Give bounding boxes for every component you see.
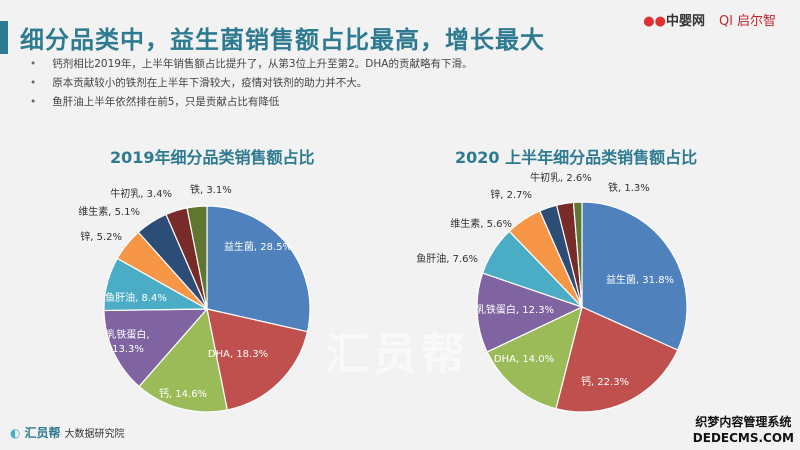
data-label: 锌, 5.2% <box>80 230 122 243</box>
zhongying-logo: ●●中婴网 <box>643 14 705 29</box>
data-label: 鱼肝油, 8.4% <box>105 291 167 304</box>
pie-slice-铁 <box>572 201 583 308</box>
chart-title-2020: 2020 上半年细分品类销售额占比 <box>455 148 698 167</box>
pie-slice-乳铁蛋白 <box>476 272 584 353</box>
data-label: 乳铁蛋白, 13.3% <box>106 328 149 355</box>
data-label: DHA, 18.3% <box>208 349 268 360</box>
bullet-item: 原本贡献较小的铁剂在上半年下滑较大，疫情对铁剂的助力并不大。 <box>30 74 472 93</box>
data-label: 维生素, 5.6% <box>450 217 512 230</box>
data-label: 维生素, 5.1% <box>78 205 140 218</box>
data-label: 锌, 2.7% <box>490 188 532 201</box>
pie-slice-DHA <box>486 305 583 410</box>
watermark: 汇员帮 <box>325 329 469 380</box>
wm-line1: 织梦内容管理系统 <box>695 415 792 429</box>
data-label: 钙, 22.3% <box>581 375 629 388</box>
data-label: 益生菌, 28.5% <box>224 240 292 253</box>
data-label: 铁, 1.3% <box>608 181 650 194</box>
pie-slice-铁 <box>186 205 208 310</box>
page-title: 细分品类中，益生菌销售额占比最高，增长最大 <box>20 26 545 54</box>
pie-slice-钙 <box>138 307 228 413</box>
data-label: 牛初乳, 3.4% <box>110 187 172 200</box>
bullet-item: 鱼肝油上半年依然排在前5，只是贡献占比有降低 <box>30 93 472 112</box>
chart-title-2019: 2019年细分品类销售额占比 <box>110 148 315 167</box>
pie-slice-乳铁蛋白 <box>103 308 209 388</box>
pie-slice-益生菌 <box>581 201 688 351</box>
footer-brand: ◐ 汇员帮 大数据研究院 <box>10 424 125 441</box>
data-label: DHA, 14.0% <box>494 354 554 365</box>
data-label: 钙, 14.6% <box>159 387 207 400</box>
data-label: 鱼肝油, 7.6% <box>416 252 478 265</box>
data-label: 益生菌, 31.8% <box>606 273 674 286</box>
partner-logos: ●●中婴网 Ql 启尔智 <box>643 10 776 29</box>
data-label: 牛初乳, 2.6% <box>530 171 592 184</box>
bullet-item: 钙剂相比2019年，上半年销售额占比提升了，从第3位上升至第2。DHA的贡献略有… <box>30 55 472 74</box>
brand-logo-icon: ◐ <box>10 425 21 440</box>
title-accent-bar <box>0 21 8 54</box>
qierzhi-logo: Ql 启尔智 <box>719 14 776 29</box>
wm-line2: DEDECMS.COM <box>692 431 794 445</box>
bullet-list: 钙剂相比2019年，上半年销售额占比提升了，从第3位上升至第2。DHA的贡献略有… <box>30 55 472 112</box>
dedecms-watermark: 织梦内容管理系统 DEDECMS.COM <box>693 414 794 446</box>
data-label: 乳铁蛋白, 12.3% <box>476 303 554 316</box>
pie-slice-DHA <box>206 308 309 411</box>
brand-name: 汇员帮 <box>24 426 61 440</box>
pie-slice-益生菌 <box>206 205 311 333</box>
data-label: 铁, 3.1% <box>190 183 232 196</box>
pie-slice-钙 <box>555 306 679 413</box>
brand-subtitle: 大数据研究院 <box>64 429 125 440</box>
